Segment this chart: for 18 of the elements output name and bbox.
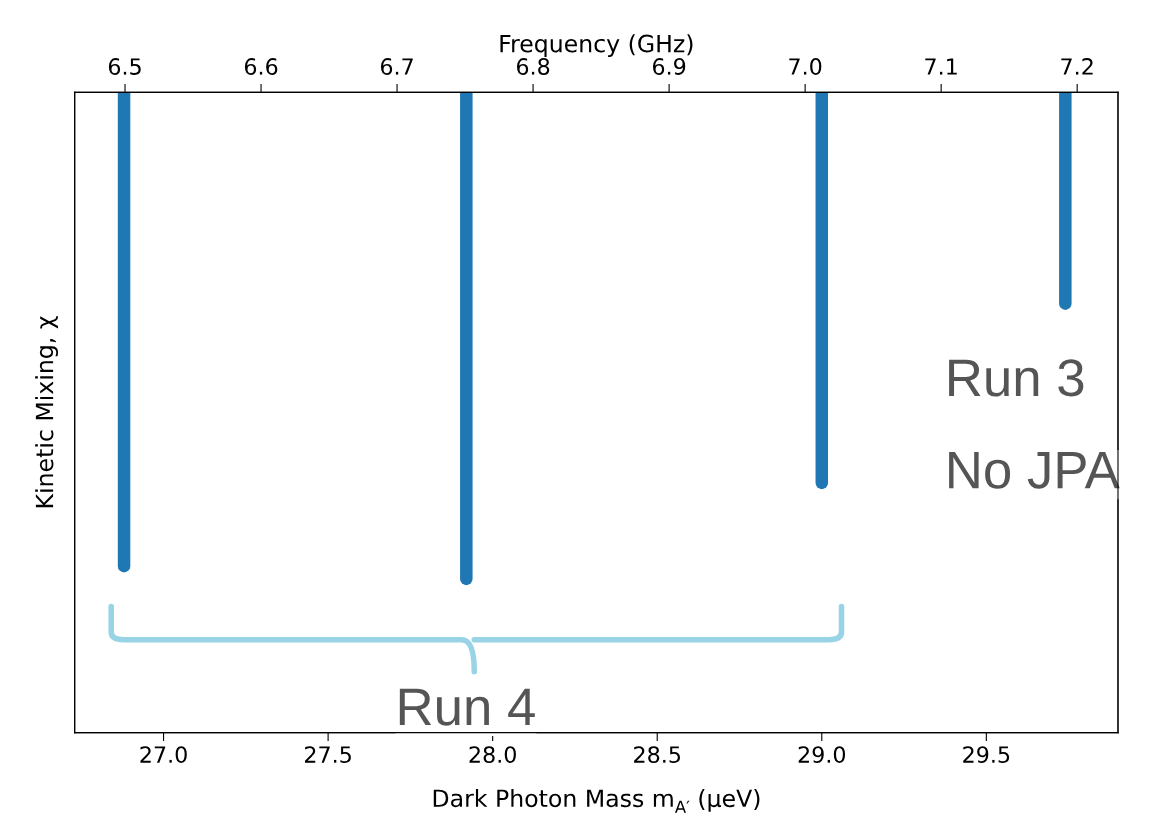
x2-tick-label: 6.9 (652, 58, 686, 75)
x-tick-label: 27.5 (305, 746, 351, 763)
x2-tick-label: 6.7 (380, 58, 413, 75)
x-tick-label: 28.0 (469, 746, 516, 763)
y-axis-title: Kinetic Mixing, χ (35, 316, 59, 508)
x2-axis-title: Frequency (GHz) (500, 34, 693, 58)
x-tick-label: 29.0 (798, 746, 846, 763)
x-tick-label: 27.0 (140, 746, 187, 763)
x2-tick-label: 6.6 (244, 58, 278, 75)
x-tick-label: 29.5 (963, 746, 1010, 763)
annotation: Run 3 (949, 359, 1084, 397)
x2-tick-label: 7.1 (925, 58, 957, 75)
x2-tick-label: 7.0 (789, 58, 822, 75)
annotation: Run 4 (399, 688, 535, 726)
x-tick-label: 28.5 (634, 746, 681, 763)
x2-tick-label: 6.5 (108, 58, 141, 75)
x2-tick-label: 6.8 (516, 58, 550, 75)
x2-tick-label: 7.2 (1061, 58, 1093, 75)
